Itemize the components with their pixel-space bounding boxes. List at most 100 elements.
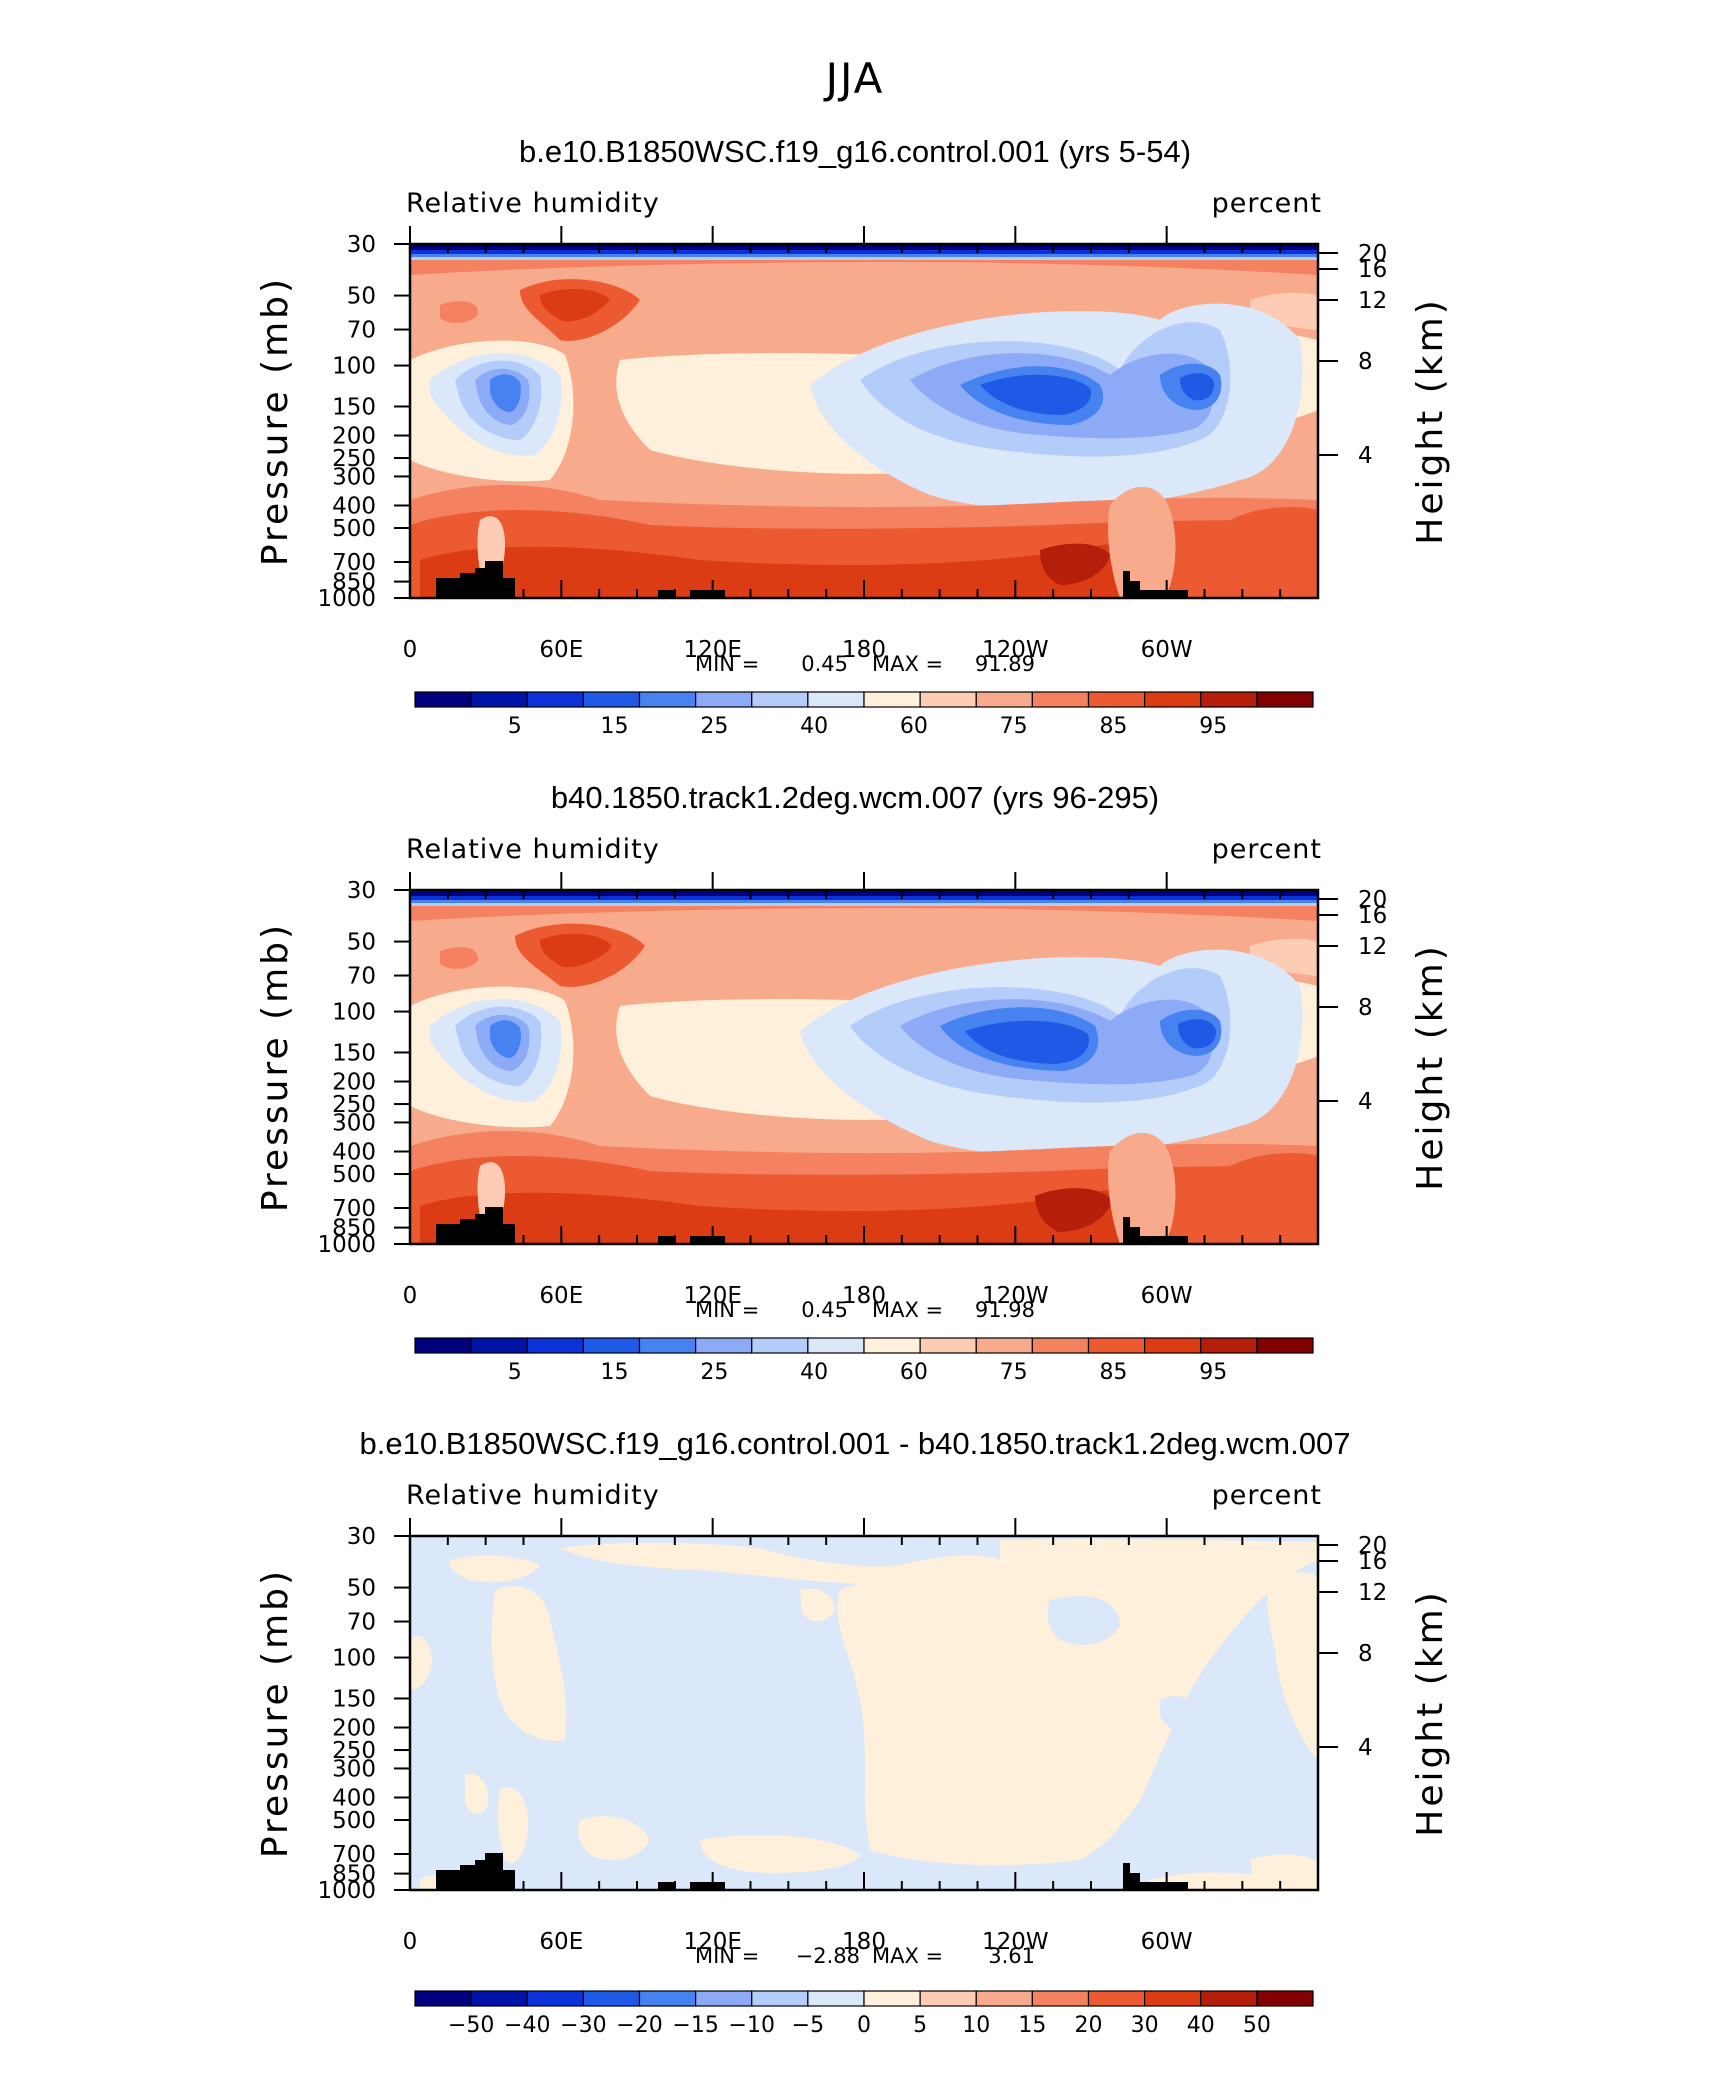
colorbar-label: −40 (504, 2013, 550, 2038)
land-mask (1123, 1217, 1188, 1244)
x-axis: 0 60E 120E 180 120W 60W (403, 1518, 1282, 1955)
y-tick-label: 100 (332, 1000, 376, 1026)
y-right-tick-label: 4 (1358, 1735, 1373, 1761)
land-mask (436, 1207, 515, 1244)
colorbar-label: 95 (1199, 714, 1227, 739)
y-tick-label: 300 (332, 464, 376, 490)
max-label: MAX = (872, 1298, 943, 1322)
y-axis-label: Pressure (mb) (255, 922, 296, 1212)
y-right-tick-label: 8 (1358, 349, 1373, 375)
colorbar-box (638, 691, 697, 708)
x-tick-label: 60W (1141, 637, 1193, 663)
contour-field (410, 890, 1318, 1244)
min-value: 0.45 (801, 652, 848, 676)
y-right-tick-label: 8 (1358, 995, 1373, 1021)
colorbar-box (1256, 1337, 1314, 1354)
land-mask (1123, 571, 1188, 598)
colorbar-box (1087, 1337, 1146, 1354)
x-tick-label: 120E (683, 1929, 741, 1955)
colorbar-label: 10 (962, 2013, 990, 2038)
x-tick-label: 120E (683, 637, 741, 663)
variable-label: Relative humidity (406, 1480, 660, 1511)
colorbar-box (975, 1337, 1033, 1354)
colorbar-label: 5 (913, 2013, 927, 2038)
colorbar-label: −20 (616, 2013, 662, 2038)
y-tick-label: 50 (347, 930, 376, 956)
x-tick-label: 120W (982, 1283, 1049, 1309)
colorbar-box (863, 1990, 921, 2007)
y-tick-label: 250 (332, 1738, 376, 1764)
colorbar-label: 30 (1131, 2013, 1159, 2038)
max-value: 3.61 (988, 1944, 1035, 1968)
variable-label: Relative humidity (406, 834, 660, 865)
colorbar-label: −5 (792, 2013, 824, 2038)
colorbar-box (1087, 691, 1146, 708)
colorbar-box (919, 1990, 977, 2007)
land-mask (1123, 1863, 1188, 1890)
y-tick-label: 70 (347, 1610, 376, 1636)
y-tick-label: 400 (332, 493, 376, 519)
colorbar-box (1200, 691, 1258, 708)
y-axis-label-right: Height (km) (1410, 943, 1451, 1190)
panel-3: b.e10.B1850WSC.f19_g16.control.001 - b40… (255, 1426, 1451, 2038)
colorbar-box (807, 1990, 865, 2007)
colorbar-box (414, 1337, 472, 1354)
x-tick-label: 120W (982, 637, 1049, 663)
colorbar-box (526, 1990, 584, 2007)
y-right-tick-label: 16 (1358, 903, 1387, 929)
x-tick-label: 60W (1141, 1929, 1193, 1955)
colorbar-label: 20 (1075, 2013, 1103, 2038)
figure-title: JJA (823, 54, 885, 103)
colorbar-box (863, 691, 921, 708)
colorbar-box (582, 1990, 641, 2007)
y-tick-label: 850 (332, 1216, 376, 1242)
colorbar-box (975, 1990, 1033, 2007)
x-tick-label: 60E (539, 637, 583, 663)
y-tick-label: 100 (332, 354, 376, 380)
y-tick-label: 200 (332, 1716, 376, 1742)
x-tick-label: 60E (539, 1283, 583, 1309)
colorbar-box (526, 691, 584, 708)
colorbar-box (1144, 691, 1202, 708)
x-tick-label: 120W (982, 1929, 1049, 1955)
x-tick-label: 0 (403, 1929, 418, 1955)
y-tick-label: 200 (332, 1070, 376, 1096)
max-label: MAX = (872, 1944, 943, 1968)
units-label: percent (1212, 188, 1322, 219)
colorbar-label: 85 (1099, 714, 1127, 739)
colorbar-label: 75 (1000, 714, 1028, 739)
land-mask (436, 1853, 515, 1890)
y-tick-label: 400 (332, 1785, 376, 1811)
colorbar-box (807, 691, 865, 708)
y-tick-label: 850 (332, 570, 376, 596)
colorbar-box (1144, 1990, 1202, 2007)
colorbar-box (695, 1337, 753, 1354)
y-right-tick-label: 12 (1358, 934, 1387, 960)
colorbar-box (863, 1337, 921, 1354)
x-tick-label: 0 (403, 637, 418, 663)
colorbar-label: 25 (700, 714, 728, 739)
min-value: 0.45 (801, 1298, 848, 1322)
y-right-tick-label: 20 (1358, 887, 1387, 913)
panel-title: b.e10.B1850WSC.f19_g16.control.001 - b40… (360, 1426, 1351, 1461)
y-right-tick-label: 16 (1358, 257, 1387, 283)
colorbar-label: 95 (1199, 1360, 1227, 1385)
panel-1: b.e10.B1850WSC.f19_g16.control.001 (yrs … (255, 134, 1451, 739)
y-tick-label: 1000 (317, 1878, 376, 1904)
colorbar-label: 60 (900, 1360, 928, 1385)
colorbar-box (638, 1337, 697, 1354)
x-axis: 0 60E 120E 180 120W 60W (403, 872, 1282, 1309)
y-tick-label: 500 (332, 1162, 376, 1188)
y-tick-label: 150 (332, 1040, 376, 1066)
colorbar-box (1031, 1337, 1090, 1354)
colorbar-box (695, 691, 753, 708)
y-tick-label: 30 (347, 878, 376, 904)
colorbar-box (414, 1990, 472, 2007)
y-axis-label: Pressure (mb) (255, 276, 296, 566)
y-axis-label: Pressure (mb) (255, 1568, 296, 1858)
colorbar-box (919, 691, 977, 708)
